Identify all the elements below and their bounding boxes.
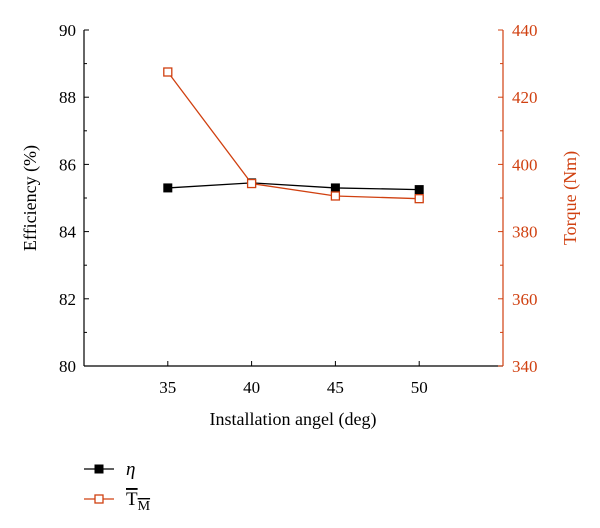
data-point-eta xyxy=(330,183,340,193)
y-axis-left: 80 82 84 86 88 90 xyxy=(59,21,89,376)
y-right-tick-label: 440 xyxy=(512,21,538,40)
y-right-tick-label: 340 xyxy=(512,357,538,376)
y-right-tick-label: 400 xyxy=(512,155,538,174)
y-axis-right-title: Torque (Nm) xyxy=(560,151,581,245)
y-left-tick-label: 82 xyxy=(59,290,76,309)
data-point-torque xyxy=(246,178,257,189)
legend-marker-eta xyxy=(94,464,104,474)
legend-label-eta: η xyxy=(126,459,135,480)
y-left-tick-label: 84 xyxy=(59,223,77,242)
y-left-tick-label: 88 xyxy=(59,88,76,107)
data-point-torque xyxy=(163,67,173,77)
legend-item-torque: TM xyxy=(84,489,151,514)
data-point-eta xyxy=(163,183,173,193)
y-axis-left-title: Efficiency (%) xyxy=(20,145,41,251)
data-point-torque xyxy=(330,191,341,201)
x-axis: 35 40 45 50 xyxy=(159,361,428,397)
series-line-eta xyxy=(167,182,420,191)
legend-label-torque: TM xyxy=(126,489,151,514)
y-left-tick-label: 86 xyxy=(59,155,76,174)
x-axis-title: Installation angel (deg) xyxy=(210,409,377,430)
legend: η TM xyxy=(84,459,151,514)
x-tick-label: 40 xyxy=(243,378,260,397)
x-tick-label: 35 xyxy=(159,378,176,397)
legend-marker-torque xyxy=(94,494,104,504)
legend-item-eta: η xyxy=(84,459,135,480)
y-right-tick-label: 420 xyxy=(512,88,538,107)
series-layer xyxy=(163,67,424,204)
data-point-torque xyxy=(414,194,424,204)
plot-frame xyxy=(83,30,504,367)
legend-label-torque-subscript: M xyxy=(138,499,151,514)
y-axis-right: 340 360 380 400 420 440 xyxy=(498,21,538,376)
x-tick-label: 45 xyxy=(327,378,344,397)
y-left-tick-label: 80 xyxy=(59,357,76,376)
x-tick-label: 50 xyxy=(411,378,428,397)
y-left-tick-label: 90 xyxy=(59,21,76,40)
y-right-tick-label: 380 xyxy=(512,223,538,242)
series-line-torque xyxy=(167,71,420,200)
y-right-tick-label: 360 xyxy=(512,290,538,309)
data-point-eta xyxy=(414,185,424,195)
legend-label-torque-main: T xyxy=(126,489,138,510)
